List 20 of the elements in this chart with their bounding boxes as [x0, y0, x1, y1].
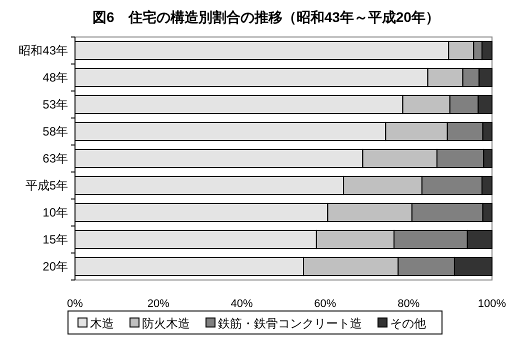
- x-tick-label: 40%: [230, 298, 254, 310]
- x-tick-label: 60%: [314, 298, 336, 310]
- y-tick-label: 63年: [42, 152, 68, 166]
- x-tick-label: 0%: [67, 298, 84, 310]
- y-tick-label: 20年: [42, 260, 68, 274]
- legend-label: 鉄筋・鉄骨コンクリート造: [218, 316, 362, 330]
- y-tick-label: 48年: [42, 70, 68, 84]
- x-tick-label: 80%: [398, 298, 420, 310]
- legend-label: 木造: [90, 316, 114, 330]
- x-tick-label: 20%: [147, 298, 170, 310]
- y-tick-label: 平成5年: [25, 178, 68, 192]
- y-tick-label: 昭和43年: [18, 44, 68, 58]
- chart-title: 図6 住宅の構造別割合の推移（昭和43年～平成20年）: [92, 9, 440, 25]
- y-tick-label: 53年: [42, 98, 68, 112]
- y-tick-label: 15年: [42, 232, 68, 246]
- legend-label: 防火木造: [142, 316, 190, 330]
- legend-label: その他: [390, 316, 426, 330]
- x-tick-label: 100%: [478, 298, 506, 310]
- y-tick-label: 58年: [42, 124, 68, 138]
- y-tick-label: 10年: [42, 206, 68, 220]
